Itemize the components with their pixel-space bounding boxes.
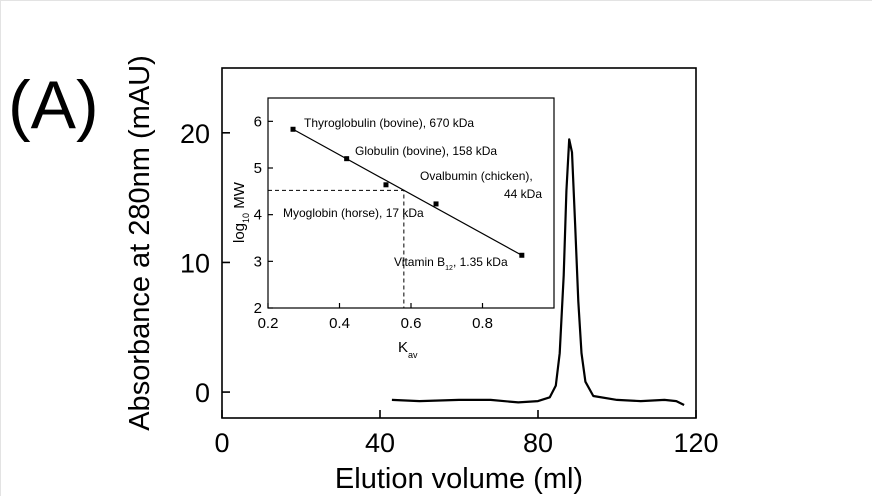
annotation-myoglobin: Myoglobin (horse), 17 kDa [283, 206, 424, 220]
annotation-ovalbumin-mass: 44 kDa [504, 187, 542, 201]
main-x-tick-label: 0 [214, 428, 229, 458]
inset-y-tick-label: 2 [254, 300, 262, 317]
inset-x-ticks: 0.2 0.4 0.6 0.8 [258, 303, 493, 332]
inset-fit-line [292, 128, 523, 256]
inset-y-tick-label: 6 [254, 113, 262, 130]
inset-y-tick-label: 5 [254, 160, 262, 177]
main-x-tick-label: 40 [365, 428, 395, 458]
inset-plot-frame [267, 97, 555, 309]
annotation-thyroglobulin: Thyroglobulin (bovine), 670 kDa [304, 116, 474, 130]
inset-data-point [433, 201, 439, 207]
inset-x-axis-title: Kav [398, 339, 418, 360]
annotation-vitamin-main: Vitamin B [394, 255, 445, 269]
inset-y-axis-title: log10 MW [231, 181, 251, 243]
main-x-tick-label: 120 [673, 428, 718, 458]
main-plot-frame [221, 67, 697, 419]
inset-data-point [383, 182, 389, 188]
inset-y-tick-label: 4 [254, 207, 262, 224]
inset-data-point [344, 156, 350, 162]
inset-data-point [519, 252, 525, 258]
main-y-tick-label: 20 [180, 119, 210, 149]
main-y-ticks: 0 10 20 [180, 119, 230, 408]
inset-x-tick-label: 0.2 [258, 315, 279, 332]
inset-y-title-sub: 10 [241, 213, 251, 223]
main-x-axis-title: Elution volume (ml) [335, 463, 583, 495]
panel-label: (A) [8, 67, 99, 143]
inset-y-tick-label: 3 [254, 253, 262, 270]
annotation-vitamin-sub: 12 [445, 265, 453, 272]
main-y-tick-label: 0 [195, 378, 210, 408]
main-x-ticks: 0 40 80 120 [214, 410, 719, 458]
inset-x-title-main: K [398, 339, 408, 356]
chromatogram-series-line [391, 138, 685, 406]
inset-x-tick-label: 0.6 [401, 315, 422, 332]
annotation-vitamin-tail: , 1.35 kDa [453, 255, 508, 269]
inset-y-ticks: 2 3 4 5 6 [254, 113, 273, 317]
inset-x-title-sub: av [408, 350, 418, 360]
annotation-vitamin-b12: Vitamin B12, 1.35 kDa [394, 255, 508, 272]
main-chart: 0 40 80 120 0 10 20 Elution volume (ml) Absor… [124, 55, 719, 495]
inset-data-point [290, 126, 296, 132]
main-y-axis-title: Absorbance at 280nm (mAU) [124, 55, 156, 431]
inset-points [290, 126, 525, 258]
main-x-tick-label: 80 [523, 428, 553, 458]
annotation-globulin: Globulin (bovine), 158 kDa [355, 144, 497, 158]
inset-chart: 0.2 0.4 0.6 0.8 2 3 4 5 6 Kav log10 MW Thyroglo… [231, 97, 555, 360]
inset-x-tick-label: 0.8 [472, 315, 493, 332]
annotation-ovalbumin: Ovalbumin (chicken), [420, 169, 533, 183]
main-y-tick-label: 10 [180, 248, 210, 278]
inset-y-title-main: log [231, 223, 248, 243]
inset-x-tick-label: 0.4 [329, 315, 350, 332]
inset-y-title-tail: MW [231, 181, 248, 213]
